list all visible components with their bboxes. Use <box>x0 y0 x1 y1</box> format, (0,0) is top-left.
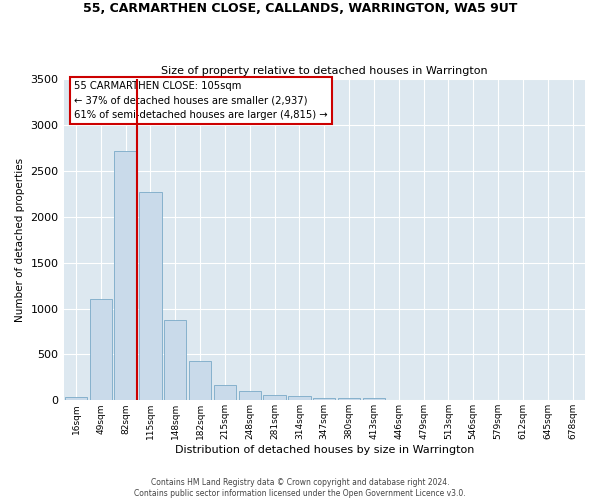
Bar <box>239 391 261 400</box>
Bar <box>65 396 87 400</box>
Y-axis label: Number of detached properties: Number of detached properties <box>15 158 25 322</box>
Bar <box>214 384 236 400</box>
Bar <box>139 192 161 400</box>
Bar <box>338 398 360 400</box>
Bar <box>164 320 187 400</box>
Bar <box>89 300 112 400</box>
Bar <box>263 395 286 400</box>
Bar <box>313 398 335 400</box>
Bar <box>363 398 385 400</box>
X-axis label: Distribution of detached houses by size in Warrington: Distribution of detached houses by size … <box>175 445 474 455</box>
Bar <box>115 150 137 400</box>
Text: Contains HM Land Registry data © Crown copyright and database right 2024.
Contai: Contains HM Land Registry data © Crown c… <box>134 478 466 498</box>
Title: Size of property relative to detached houses in Warrington: Size of property relative to detached ho… <box>161 66 488 76</box>
Text: 55 CARMARTHEN CLOSE: 105sqm
← 37% of detached houses are smaller (2,937)
61% of : 55 CARMARTHEN CLOSE: 105sqm ← 37% of det… <box>74 80 328 120</box>
Bar <box>288 396 311 400</box>
Text: 55, CARMARTHEN CLOSE, CALLANDS, WARRINGTON, WA5 9UT: 55, CARMARTHEN CLOSE, CALLANDS, WARRINGT… <box>83 2 517 16</box>
Bar <box>189 361 211 401</box>
